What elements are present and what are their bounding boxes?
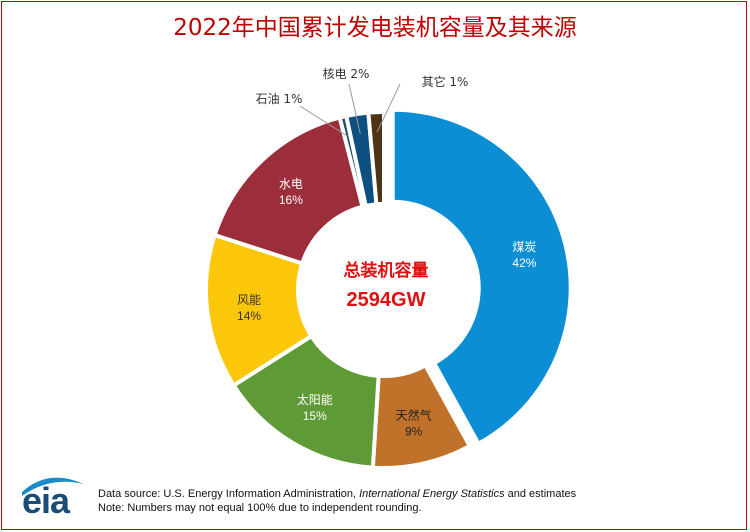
logo-swoosh-icon (22, 477, 84, 496)
source-suffix: and estimates (504, 488, 577, 500)
slice-7 (366, 109, 386, 207)
center-label-line2: 2594GW (347, 289, 426, 311)
chart-title: 2022年中国累计发电装机容量及其来源 (173, 15, 577, 41)
slice-2 (230, 333, 381, 470)
slice-value-label-3: 14% (237, 309, 261, 323)
logo-text: eia (22, 480, 70, 521)
leader-line-7 (376, 83, 401, 133)
eia-logo: eia (20, 474, 86, 521)
leader-line-6 (348, 83, 361, 134)
slice-value-label-4: 16% (279, 193, 303, 207)
slice-outside-label-7: 其它 1% (422, 74, 469, 89)
slice-outside-label-6: 核电 2% (323, 67, 370, 81)
slice-value-label-1: 9% (405, 425, 423, 439)
slice-name-label-3: 风能 (237, 293, 261, 307)
slice-name-label-1: 天然气 (396, 408, 432, 423)
slice-name-label-0: 煤炭 (512, 240, 536, 254)
data-source-note: Data source: U.S. Energy Information Adm… (98, 487, 576, 515)
slice-value-label-0: 42% (512, 256, 536, 270)
slice-0 (390, 107, 573, 447)
center-label-line1: 总装机容量 (344, 260, 429, 281)
slice-value-label-2: 15% (303, 409, 327, 423)
slice-outside-label-5: 石油 1% (256, 92, 303, 106)
leader-line-5 (299, 105, 348, 137)
source-prefix: Data source: U.S. Energy Information Adm… (98, 488, 360, 500)
source-italic: International Energy Statistics (359, 488, 505, 500)
slice-name-label-2: 太阳能 (297, 392, 333, 407)
slice-4 (212, 115, 366, 266)
rounding-note: Note: Numbers may not equal 100% due to … (98, 502, 422, 514)
slice-name-label-4: 水电 (279, 177, 303, 191)
slice-3 (204, 232, 315, 389)
